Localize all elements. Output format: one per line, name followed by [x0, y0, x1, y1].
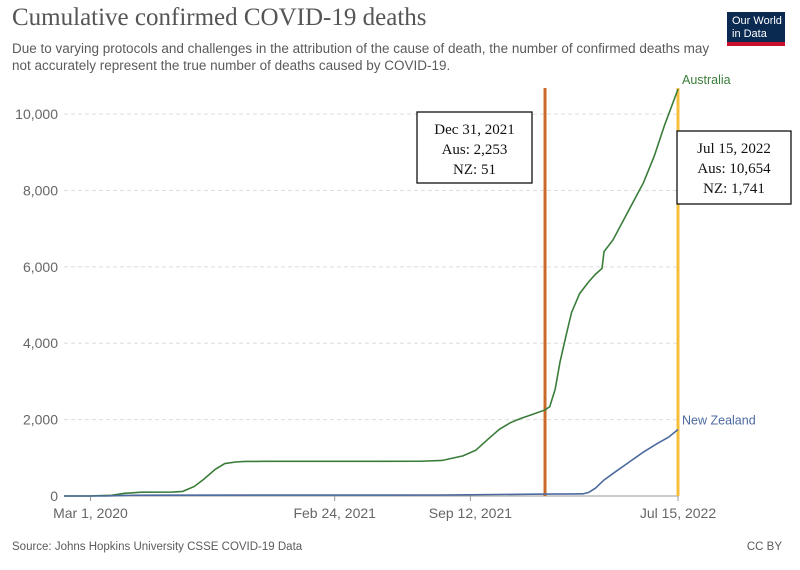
license-link[interactable]: CC BY [746, 541, 782, 553]
annotation-line: NZ: 51 [453, 162, 496, 178]
series-label-new-zealand: New Zealand [682, 414, 756, 428]
series-label-australia: Australia [682, 73, 731, 87]
annotation-boxes: Dec 31, 2021 Aus: 2,253 NZ: 51 Jul 15, 2022… [416, 111, 792, 205]
annotation-frame [676, 130, 792, 205]
x-tick-label: Mar 1, 2020 [53, 505, 128, 521]
x-tick-label: Feb 24, 2021 [293, 505, 376, 521]
series-labels: Australia New Zealand [682, 73, 756, 427]
logo-line-2: in Data [732, 28, 767, 40]
chart-title: Cumulative confirmed COVID-19 deaths [12, 4, 427, 31]
x-axis-ticks: Mar 1, 2020 Feb 24, 2021 Sep 12, 2021 Jul 1… [53, 496, 716, 521]
grid-lines [64, 113, 678, 497]
annotation-box: Dec 31, 2021 Aus: 2,253 NZ: 51 [416, 111, 533, 184]
chart-subtitle: Due to varying protocols and challenges … [12, 41, 710, 73]
y-tick-label: 0 [50, 488, 58, 504]
annotation-line: Aus: 10,654 [697, 161, 771, 177]
series-line-australia [63, 88, 679, 497]
marker-lines [543, 88, 680, 496]
logo-line-1: Our World [732, 15, 782, 27]
annotation-line: NZ: 1,741 [703, 181, 765, 197]
y-tick-label: 10,000 [15, 106, 58, 122]
y-tick-label: 8,000 [23, 182, 58, 198]
series-line-new-zealand [63, 428, 679, 497]
x-tick-label: Jul 15, 2022 [640, 505, 716, 521]
y-tick-label: 4,000 [23, 335, 58, 351]
owid-logo[interactable]: Our World in Data [727, 12, 785, 46]
y-tick-label: 2,000 [23, 412, 58, 428]
annotation-line: Dec 31, 2021 [434, 122, 514, 138]
series-lines [63, 88, 679, 497]
annotation-box: Jul 15, 2022 Aus: 10,654 NZ: 1,741 [676, 130, 792, 205]
y-axis-ticks: 0 2,000 4,000 6,000 8,000 10,000 [15, 106, 58, 504]
annotation-frame [416, 111, 533, 184]
source-note: Source: Johns Hopkins University CSSE CO… [12, 541, 303, 553]
y-tick-label: 6,000 [23, 259, 58, 275]
x-tick-label: Sep 12, 2021 [429, 505, 513, 521]
annotation-line: Aus: 2,253 [442, 142, 508, 158]
annotation-line: Jul 15, 2022 [697, 141, 771, 157]
